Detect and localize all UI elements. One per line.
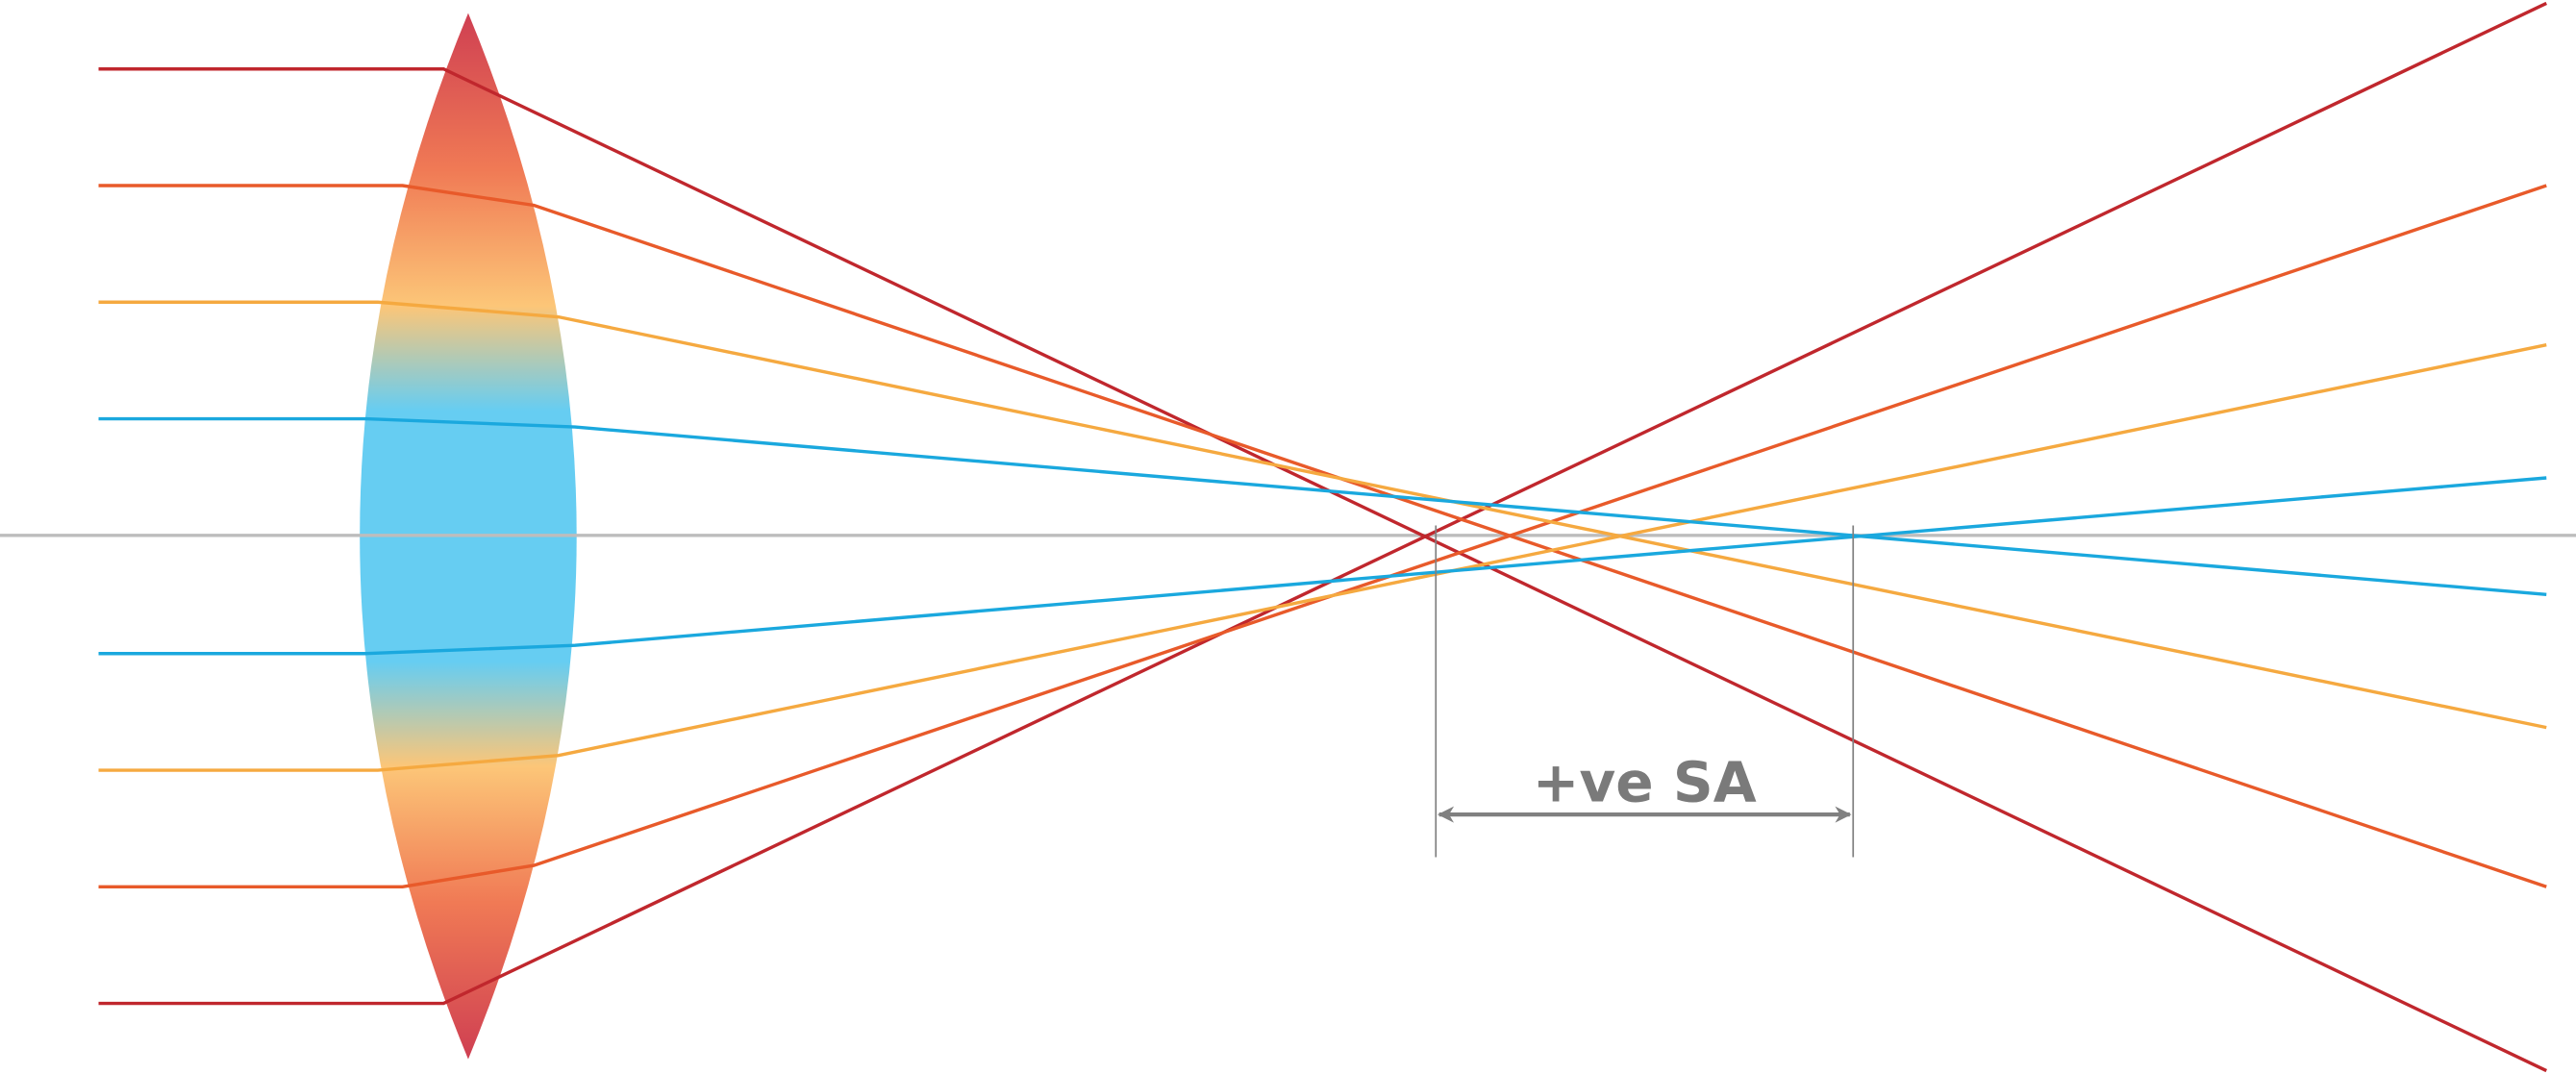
rays <box>98 1 2547 1073</box>
ray <box>98 1 2547 1006</box>
ray <box>98 67 2547 1073</box>
sa-label: +ve SA <box>1533 749 1757 814</box>
ray <box>98 476 2547 656</box>
ray <box>98 184 2547 888</box>
ray <box>98 300 2547 730</box>
ray <box>98 184 2547 889</box>
ray <box>98 416 2547 596</box>
ray <box>98 342 2547 772</box>
